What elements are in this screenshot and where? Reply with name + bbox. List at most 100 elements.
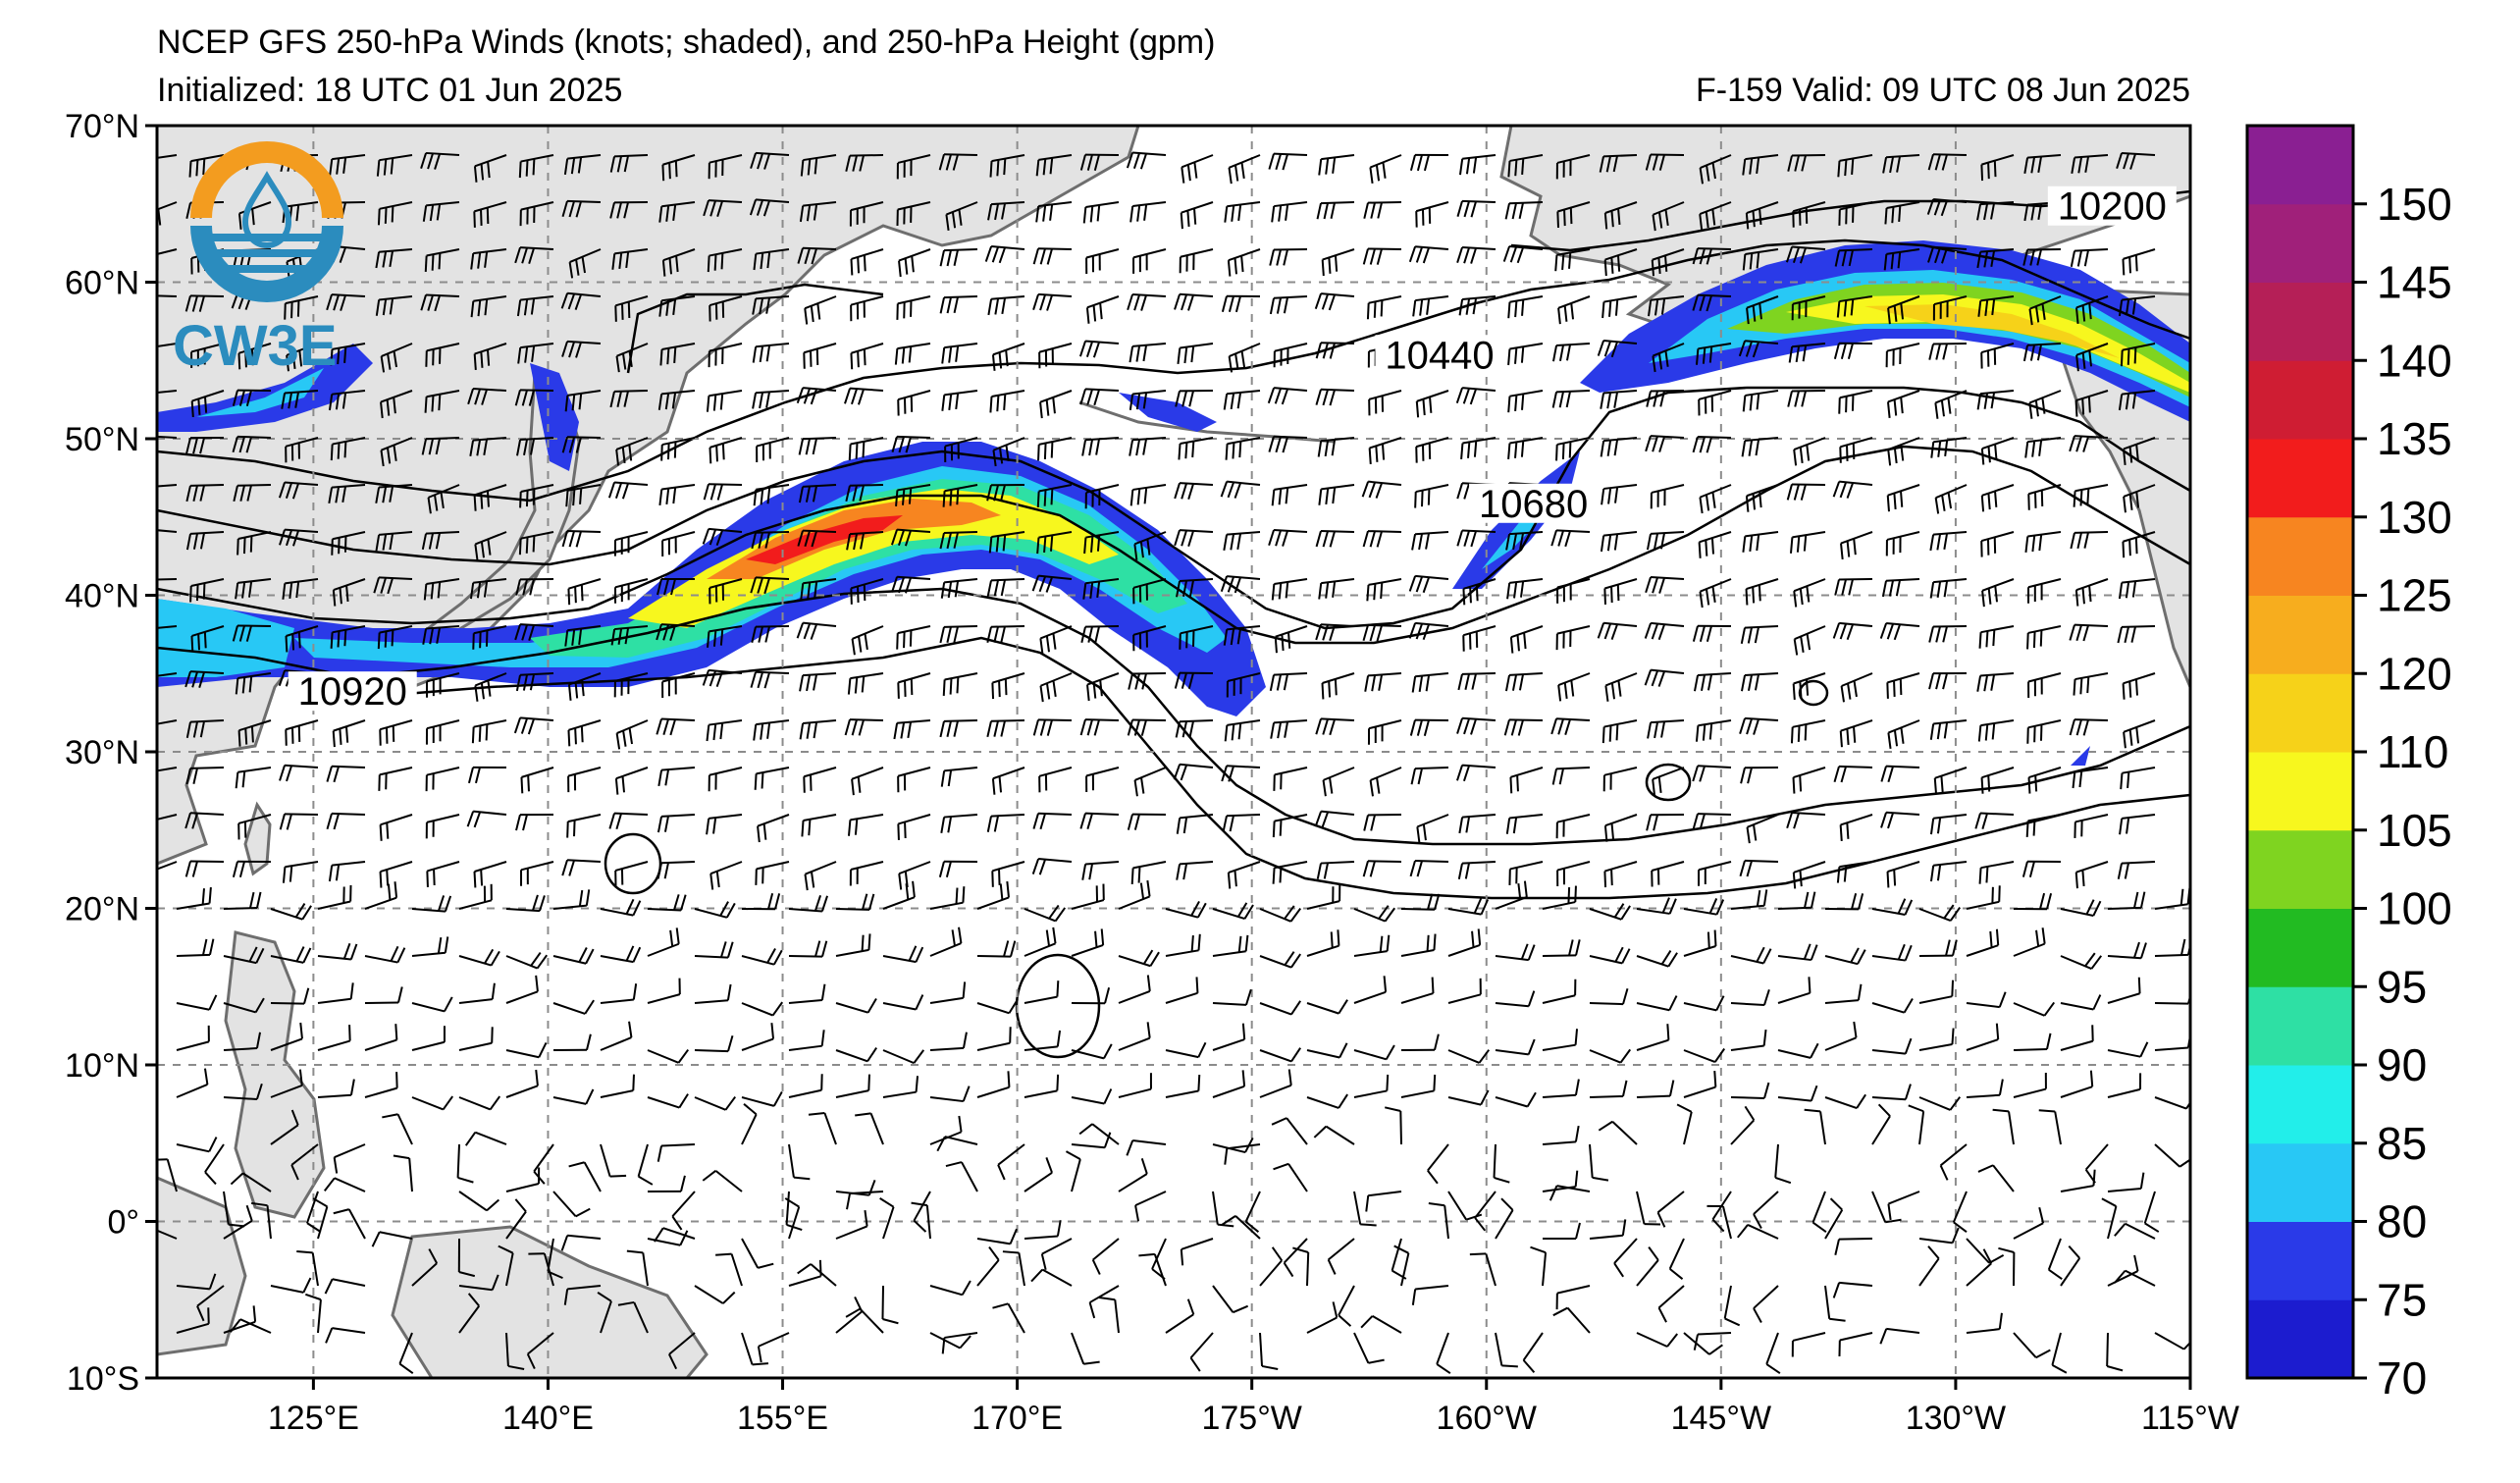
wind-barb bbox=[1793, 625, 1826, 656]
wind-barb bbox=[157, 1158, 178, 1192]
wind-barb bbox=[609, 390, 649, 408]
wind-barb bbox=[552, 1033, 592, 1051]
wind-barb bbox=[803, 767, 837, 793]
wind-barb bbox=[1980, 343, 2015, 369]
wind-barb bbox=[1024, 1156, 1054, 1192]
wind-barb bbox=[894, 343, 931, 365]
wind-barb bbox=[1836, 861, 1873, 883]
wind-barb bbox=[333, 1143, 366, 1174]
wind-barb bbox=[2022, 248, 2062, 266]
wind-barb bbox=[1065, 1150, 1081, 1192]
wind-barb bbox=[237, 814, 272, 840]
wind-barb bbox=[1414, 484, 1449, 508]
wind-barb bbox=[1600, 390, 1638, 409]
wind-barb bbox=[798, 484, 837, 503]
wind-barb bbox=[753, 248, 790, 271]
wind-barb bbox=[799, 672, 837, 692]
wind-barb bbox=[1928, 672, 1968, 690]
wind-barb bbox=[518, 154, 554, 179]
wind-barb bbox=[1456, 764, 1496, 782]
wind-barb bbox=[232, 860, 272, 878]
wind-barb bbox=[694, 1285, 736, 1304]
wind-barb bbox=[157, 343, 178, 359]
wind-barb bbox=[2025, 814, 2062, 837]
wind-barb bbox=[1692, 765, 1732, 782]
wind-barb bbox=[929, 1280, 971, 1297]
wind-barb bbox=[600, 1021, 633, 1051]
wind-barb bbox=[1887, 719, 1920, 749]
wind-barb bbox=[1469, 1252, 1496, 1287]
wind-barb bbox=[1787, 390, 1826, 407]
wind-barb bbox=[1259, 905, 1302, 923]
wind-barb bbox=[364, 1024, 398, 1051]
wind-barb bbox=[474, 672, 507, 702]
wind-barb bbox=[1871, 1191, 1902, 1224]
wind-barb bbox=[897, 767, 931, 793]
wind-barb bbox=[1790, 719, 1826, 744]
wind-barb bbox=[658, 484, 696, 505]
wind-barb bbox=[411, 1026, 446, 1051]
wind-barb bbox=[1929, 814, 1968, 835]
wind-barb bbox=[1976, 390, 2015, 410]
wind-barb bbox=[515, 814, 554, 831]
wind-barb bbox=[561, 340, 602, 358]
wind-barb bbox=[882, 945, 924, 964]
wind-barb bbox=[1791, 295, 1826, 321]
lon-tick-label: 145°W bbox=[1671, 1400, 1771, 1437]
wind-barb bbox=[1272, 861, 1308, 884]
wind-barb bbox=[896, 625, 931, 650]
wind-barb bbox=[1495, 1038, 1536, 1056]
wind-barb bbox=[1589, 1143, 1609, 1182]
wind-barb bbox=[1318, 578, 1355, 600]
wind-barb bbox=[1603, 248, 1638, 277]
wind-barb bbox=[1024, 927, 1057, 957]
wind-barb bbox=[2107, 1041, 2149, 1058]
wind-barb bbox=[467, 388, 507, 405]
wind-barb bbox=[976, 1245, 1000, 1287]
wind-barb bbox=[614, 578, 649, 604]
wind-barb bbox=[1880, 765, 1920, 783]
wind-barb bbox=[474, 531, 507, 560]
wind-barb bbox=[757, 814, 790, 843]
wind-barb bbox=[715, 1252, 743, 1287]
wind-barb bbox=[1175, 719, 1214, 738]
wind-barb bbox=[1083, 531, 1120, 555]
colorbar-tick-label: 100 bbox=[2377, 883, 2452, 934]
wind-barb bbox=[1318, 154, 1355, 176]
wind-barb bbox=[1071, 1043, 1113, 1060]
wind-speed-shading bbox=[157, 240, 2190, 766]
wind-barb bbox=[1458, 295, 1496, 316]
wind-barb bbox=[1039, 625, 1073, 655]
wind-barb bbox=[1918, 904, 1962, 923]
wind-barb bbox=[942, 484, 978, 507]
wind-barb bbox=[1885, 343, 1920, 368]
wind-barb bbox=[1966, 1079, 2004, 1098]
wind-barb bbox=[1030, 1268, 1073, 1287]
wind-barb bbox=[658, 295, 696, 317]
wind-barb bbox=[2038, 1109, 2062, 1145]
wind-barb bbox=[1315, 342, 1355, 359]
taiwan-island bbox=[243, 801, 272, 876]
wind-barb bbox=[1321, 248, 1355, 277]
wind-barb bbox=[1504, 672, 1544, 692]
wind-barb bbox=[1031, 574, 1073, 593]
wind-barb bbox=[235, 767, 272, 789]
wind-barb bbox=[1651, 861, 1685, 887]
wind-barb bbox=[425, 767, 460, 792]
wind-barb bbox=[1646, 531, 1685, 551]
wind-barb bbox=[751, 531, 790, 550]
logo-ring-bottom bbox=[190, 226, 343, 302]
wind-barb bbox=[470, 248, 507, 270]
wind-barb bbox=[312, 1197, 329, 1240]
wind-barb bbox=[1227, 248, 1261, 277]
wind-barb bbox=[1369, 767, 1402, 797]
wind-barb bbox=[1179, 248, 1214, 274]
wind-barb bbox=[2107, 891, 2146, 910]
wind-barb bbox=[1447, 1089, 1490, 1106]
wind-barb bbox=[1165, 1041, 1207, 1059]
wind-barb bbox=[1126, 151, 1167, 170]
wind-barb bbox=[976, 1071, 1011, 1098]
wind-barb bbox=[1031, 858, 1073, 875]
wind-barb bbox=[2120, 767, 2156, 790]
wind-barb bbox=[1502, 244, 1544, 264]
